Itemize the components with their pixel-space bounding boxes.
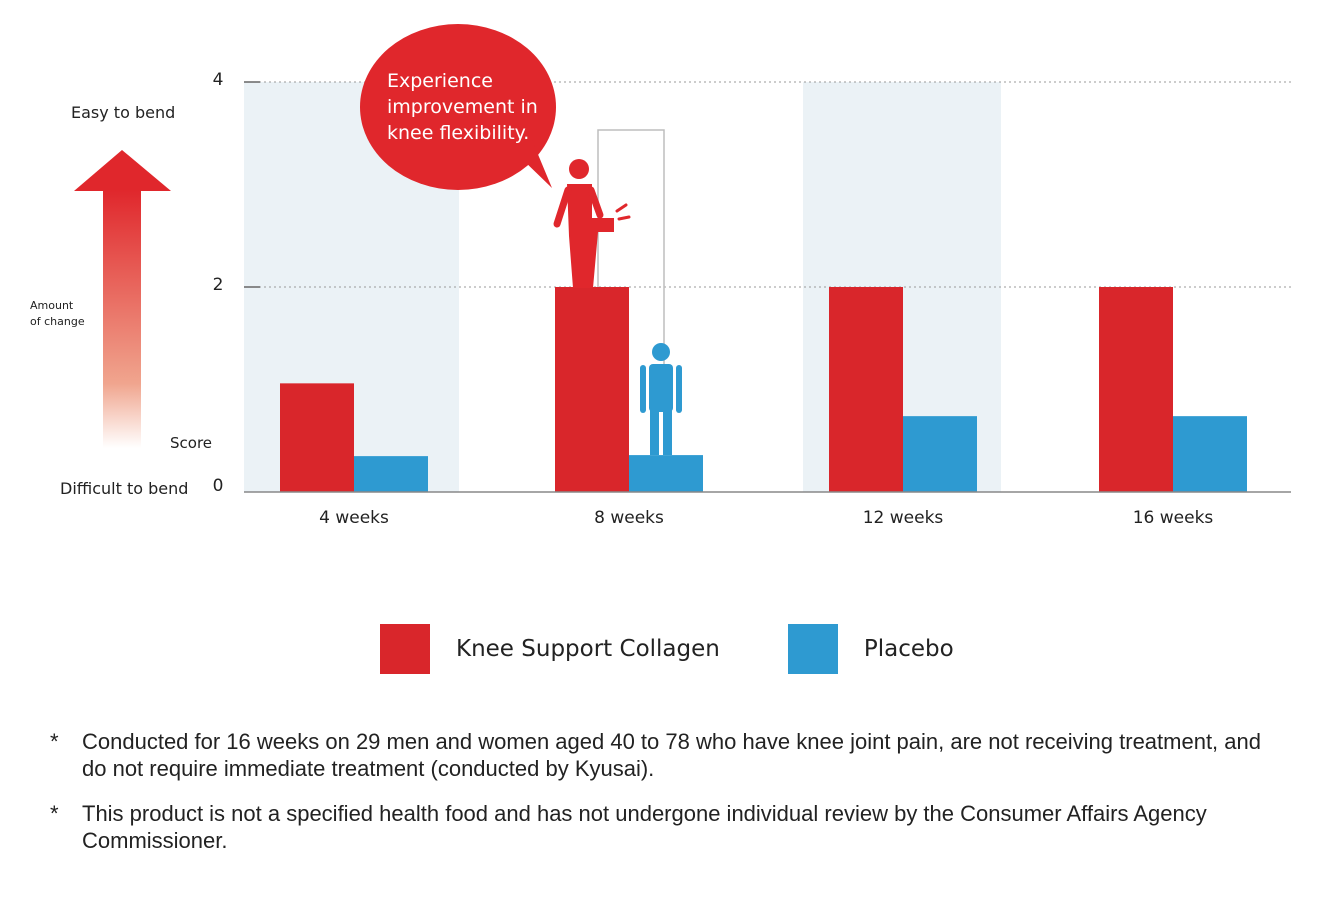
amount-of-change-label: Amount of change <box>30 298 85 330</box>
grid-lines <box>244 81 1291 288</box>
amount-label-line1: Amount <box>30 299 74 312</box>
y-tick-label-0: 0 <box>213 476 224 496</box>
callout-line1: Experience <box>387 70 493 92</box>
legend-swatch-collagen <box>380 624 430 674</box>
legend-item-collagen: Knee Support Collagen <box>380 624 720 674</box>
direction-arrow-icon <box>74 150 171 448</box>
bar-collagen-0 <box>280 383 354 492</box>
footnotes: * Conducted for 16 weeks on 29 men and w… <box>50 728 1290 872</box>
legend-label-placebo: Placebo <box>863 636 954 662</box>
callout-line3: knee flexibility. <box>387 122 529 144</box>
person-standing-icon <box>640 343 682 455</box>
x-tick-label-0: 4 weeks <box>319 508 389 528</box>
footnote-disclaimer: * This product is not a specified health… <box>50 800 1290 854</box>
legend-item-placebo: Placebo <box>787 624 954 674</box>
footnote-text: This product is not a specified health f… <box>82 801 1207 853</box>
y-tick-label-2: 2 <box>213 275 224 295</box>
x-tick-label-2: 12 weeks <box>863 508 944 528</box>
y-tick-labels: 0 2 4 <box>213 70 224 496</box>
amount-label-line2: of change <box>30 315 85 328</box>
bar-placebo-1 <box>629 455 703 492</box>
legend-label-collagen: Knee Support Collagen <box>456 636 720 662</box>
difficult-to-bend-label: Difficult to bend <box>60 479 189 498</box>
callout-line2: improvement in <box>387 96 538 118</box>
x-tick-label-1: 8 weeks <box>594 508 664 528</box>
bar-placebo-2 <box>903 416 977 492</box>
bar-chart: Experience improvement in knee flexibili… <box>74 24 1291 528</box>
footnote-study: * Conducted for 16 weeks on 29 men and w… <box>50 728 1290 782</box>
footnote-mark: * <box>50 729 59 754</box>
easy-to-bend-label: Easy to bend <box>71 103 176 122</box>
legend-swatch-placebo <box>787 624 838 674</box>
bar-collagen-1 <box>555 287 629 492</box>
bar-placebo-0 <box>354 456 428 492</box>
legend: Knee Support Collagen Placebo <box>380 624 1022 674</box>
y-tick-label-4: 4 <box>213 70 224 90</box>
bar-collagen-3 <box>1099 287 1173 492</box>
x-tick-label-3: 16 weeks <box>1133 508 1214 528</box>
bar-collagen-2 <box>829 287 903 492</box>
bar-placebo-3 <box>1173 416 1247 492</box>
person-bending-knee-icon <box>553 159 631 288</box>
score-label: Score <box>170 434 213 452</box>
footnote-text: Conducted for 16 weeks on 29 men and wom… <box>82 729 1261 781</box>
x-tick-labels: 4 weeks 8 weeks 12 weeks 16 weeks <box>319 508 1213 528</box>
callout-bubble: Experience improvement in knee flexibili… <box>360 24 556 190</box>
bars <box>280 287 1247 492</box>
footnote-mark: * <box>50 801 59 826</box>
